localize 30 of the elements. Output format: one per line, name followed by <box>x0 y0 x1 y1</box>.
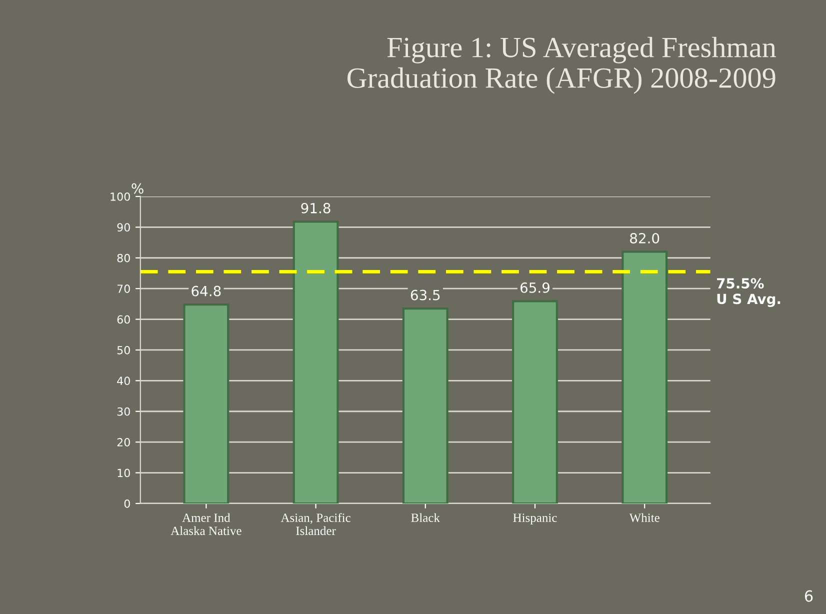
data-label: 82.0 <box>630 232 660 244</box>
x-tick-label: White <box>629 513 660 522</box>
y-tick-label: 70 <box>117 284 130 293</box>
x-tick-label: Amer Ind Alaska Native <box>170 513 242 536</box>
data-label: 91.8 <box>301 202 330 214</box>
x-tick-label: Black <box>411 513 440 522</box>
bar <box>183 304 230 504</box>
x-tick-label: Asian, Pacific Islander <box>280 513 350 536</box>
chart-title: Figure 1: US Averaged Freshman Graduation Rate (AFGR) 2008-2009 <box>348 36 776 94</box>
y-axis-title: % <box>132 183 144 194</box>
y-tick-label: 50 <box>117 346 130 354</box>
y-tick-label: 30 <box>117 407 130 416</box>
x-tick-label: Hispanic <box>513 514 557 525</box>
bar <box>292 220 339 504</box>
bar <box>622 250 668 504</box>
y-tick-label: 10 <box>118 468 130 478</box>
ref-line-label: 75.5% U S Avg. <box>716 278 780 307</box>
data-label: 63.5 <box>410 290 440 300</box>
y-tick-label: 20 <box>117 438 130 446</box>
y-tick-label: 100 <box>110 192 130 201</box>
y-tick-label: 60 <box>117 315 130 324</box>
y-tick-label: 40 <box>117 376 130 386</box>
data-label: 65.9 <box>520 282 550 293</box>
y-tick-label: 0 <box>124 499 130 508</box>
bar <box>402 307 448 504</box>
data-label: 64.8 <box>192 286 221 296</box>
bar <box>512 300 558 504</box>
text: 6 <box>804 590 813 602</box>
y-tick-label: 90 <box>117 223 130 232</box>
y-tick-label: 80 <box>117 254 130 262</box>
